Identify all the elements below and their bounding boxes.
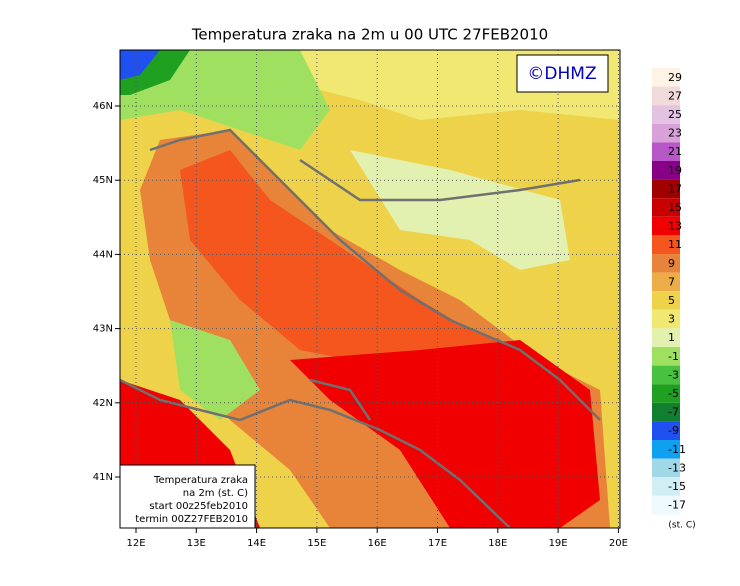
colorbar-swatch — [652, 123, 680, 143]
colorbar-label: 17 — [668, 182, 682, 195]
colorbar-swatch — [652, 309, 680, 329]
colorbar-unit: (st. C) — [668, 521, 695, 531]
colorbar-swatch — [652, 254, 680, 273]
lat-label: 44N — [93, 249, 113, 260]
colorbar-swatch — [652, 440, 680, 459]
colorbar-label: -7 — [668, 406, 679, 419]
colorbar-label: 27 — [668, 89, 682, 102]
colorbar-swatch — [652, 161, 680, 180]
graticule: 12E 13E 14E 15E 16E 17E 18E 19E 20E 46N 45N 44N 43N 4… — [93, 50, 628, 549]
colorbar-label: 5 — [668, 294, 675, 307]
colorbar-swatch — [652, 514, 680, 533]
lon-label: 13E — [187, 538, 206, 549]
colorbar-swatch — [652, 198, 680, 217]
colorbar-swatch — [652, 347, 680, 366]
colorbar-label: 21 — [668, 145, 682, 158]
colorbar-swatch — [652, 179, 680, 199]
colorbar-label: 1 — [668, 331, 675, 344]
colorbar-label: -11 — [668, 443, 686, 456]
lat-label: 42N — [93, 398, 113, 409]
colorbar-swatch — [652, 328, 680, 347]
colorbar-label: -15 — [668, 480, 686, 493]
colorbar-label: 23 — [668, 127, 682, 140]
colorbar-swatch — [652, 86, 680, 106]
colorbar-label: -17 — [668, 499, 686, 512]
map-title: Temperatura zraka na 2m u 00 UTC 27FEB20… — [191, 26, 548, 44]
colorbar-swatch — [652, 216, 680, 236]
colorbar-label: -9 — [668, 424, 679, 437]
copyright: ©DHMZ — [527, 64, 596, 84]
inset-legend: Temperatura zraka na 2m (st. C) start 00z2… — [135, 475, 248, 525]
colorbar-label: 9 — [668, 257, 675, 270]
inset-line: Temperatura zraka — [153, 475, 248, 486]
colorbar-swatch — [652, 68, 680, 87]
lat-label: 45N — [93, 175, 113, 186]
colorbar-label: 3 — [668, 313, 675, 326]
lat-label: 43N — [93, 324, 113, 335]
colorbar-swatch — [652, 142, 680, 161]
colorbar-swatch — [652, 105, 680, 124]
lon-label: 18E — [488, 538, 507, 549]
copyright-box — [516, 54, 609, 93]
inset-line: na 2m (st. C) — [183, 488, 248, 499]
inset-line: termin 00Z27FEB2010 — [135, 514, 248, 525]
colorbar-label: 25 — [668, 108, 682, 121]
lon-label: 14E — [247, 538, 266, 549]
lon-label: 16E — [368, 538, 387, 549]
colorbar-swatch — [652, 495, 680, 515]
colorbar-swatch — [652, 421, 680, 440]
colorbar-label: -1 — [668, 350, 679, 363]
colorbar-swatch — [652, 477, 680, 496]
colorbar: 29 27 25 23 21 19 17 15 13 11 9 7 5 3 1 -1 -3 -5 -7 -9 -11 -1… — [652, 68, 696, 533]
lat-label: 46N — [93, 101, 113, 112]
colorbar-label: -13 — [668, 461, 686, 474]
colorbar-swatch — [652, 384, 680, 403]
colorbar-label: 19 — [668, 164, 682, 177]
colorbar-label: 15 — [668, 201, 682, 214]
colorbar-swatch — [652, 458, 680, 478]
inset-box — [119, 464, 256, 529]
lon-label: 19E — [549, 538, 568, 549]
lon-label: 17E — [428, 538, 447, 549]
colorbar-swatch — [652, 235, 680, 254]
colorbar-label: 7 — [668, 275, 675, 288]
map-frame — [119, 49, 621, 529]
lon-label: 15E — [307, 538, 326, 549]
map — [120, 50, 620, 528]
colorbar-label: -3 — [668, 368, 679, 381]
lat-label: 41N — [93, 472, 113, 483]
colorbar-swatch — [652, 291, 680, 310]
colorbar-label: 29 — [668, 71, 682, 84]
colorbar-swatch — [652, 365, 680, 385]
inset-line: start 00z25feb2010 — [149, 501, 248, 512]
colorbar-label: -5 — [668, 387, 679, 400]
colorbar-swatch — [652, 272, 680, 292]
colorbar-swatch — [652, 402, 680, 422]
colorbar-label: 11 — [668, 238, 682, 251]
lon-label: 12E — [126, 538, 145, 549]
lon-label: 20E — [609, 538, 628, 549]
colorbar-label: 13 — [668, 220, 682, 233]
